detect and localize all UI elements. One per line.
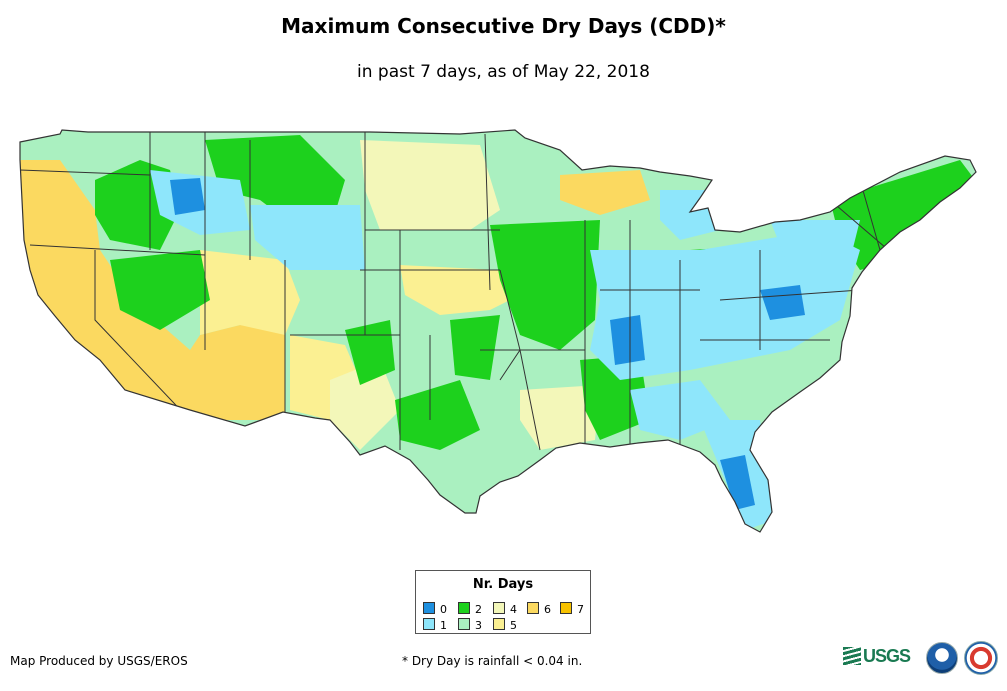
legend-swatch (493, 602, 505, 614)
legend-label: 6 (544, 603, 551, 616)
region-4-days (360, 140, 500, 230)
legend-swatch (458, 618, 470, 630)
region-5-days (200, 250, 300, 335)
legend-swatch (560, 602, 572, 614)
legend-swatch (493, 618, 505, 630)
us-outline (19, 129, 977, 533)
legend-label: 3 (475, 619, 482, 632)
region-6-days (560, 170, 650, 215)
region-1-day (250, 205, 365, 270)
region-0-days (170, 178, 205, 215)
legend-item-4: 4 (493, 602, 517, 616)
usgs-logo-icon (843, 647, 861, 665)
legend-label: 5 (510, 619, 517, 632)
legend-label: 4 (510, 603, 517, 616)
legend-item-6: 6 (527, 602, 551, 616)
state-borders (20, 132, 901, 451)
region-2-days (830, 160, 975, 270)
cdd-regions (20, 135, 975, 530)
legend: Nr. Days 0 1 2 3 4 5 6 7 (415, 570, 591, 634)
legend-label: 1 (440, 619, 447, 632)
legend-title: Nr. Days (472, 577, 534, 592)
legend-swatch (527, 602, 539, 614)
region-0-days (760, 285, 805, 320)
legend-swatch (423, 618, 435, 630)
region-2-days (490, 220, 600, 350)
nws-logo-icon (964, 641, 998, 675)
legend-item-5: 5 (493, 618, 517, 632)
legend-swatch (423, 602, 435, 614)
map-credit: Map Produced by USGS/EROS (10, 654, 188, 668)
usgs-logo-text: USGS (863, 645, 911, 666)
legend-label: 0 (440, 603, 447, 616)
region-4-days (330, 360, 400, 450)
legend-item-7: 7 (560, 602, 584, 616)
legend-label: 2 (475, 603, 482, 616)
region-2-days (110, 250, 210, 330)
region-4-days (520, 385, 600, 450)
legend-item-0: 0 (423, 602, 447, 616)
map-subtitle: in past 7 days, as of May 22, 2018 (357, 62, 650, 82)
legend-item-1: 1 (423, 618, 447, 632)
region-0-days (720, 455, 755, 510)
usgs-logo: USGS (843, 643, 921, 669)
map-title: Maximum Consecutive Dry Days (CDD)* (281, 14, 726, 38)
legend-swatch (458, 602, 470, 614)
region-1-day (770, 220, 860, 270)
legend-label: 7 (577, 603, 584, 616)
noaa-logo-icon (926, 642, 958, 674)
us-cdd-map (19, 129, 977, 533)
dry-day-footnote: * Dry Day is rainfall < 0.04 in. (402, 654, 583, 668)
region-0-days (610, 315, 645, 365)
legend-item-2: 2 (458, 602, 482, 616)
region-2-days (345, 320, 395, 385)
legend-item-3: 3 (458, 618, 482, 632)
region-2-days (450, 315, 500, 380)
region-2-days (395, 380, 480, 450)
